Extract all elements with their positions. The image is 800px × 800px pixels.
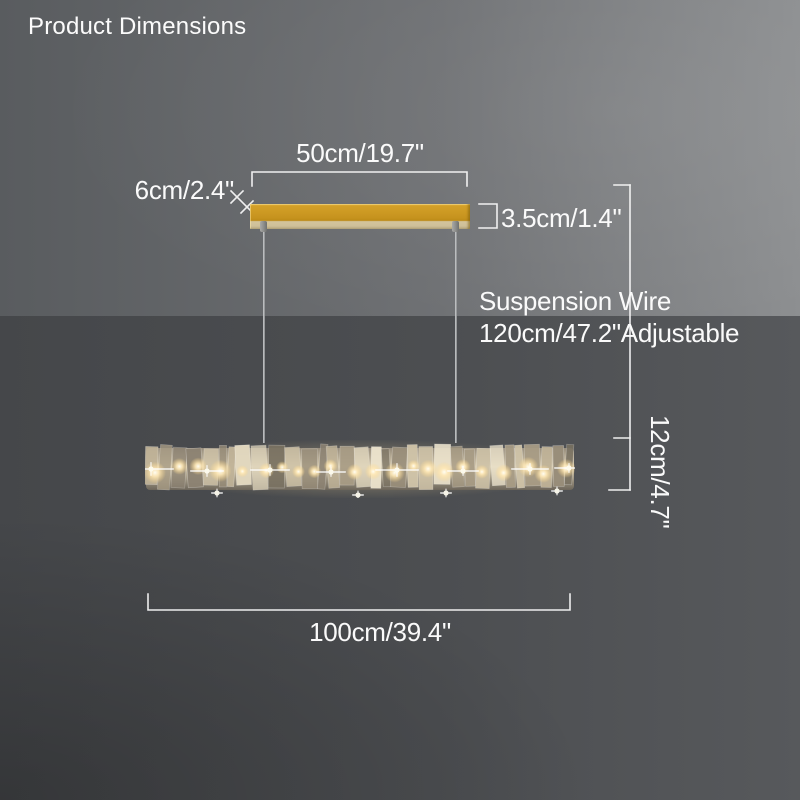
right-wire-connector [452,221,459,232]
page-title: Product Dimensions [28,13,247,40]
floor-background [0,316,800,800]
canopy-depth-label: 6cm/2.4" [134,175,235,205]
left-wire-connector [260,221,267,232]
crystal-chandelier [145,440,575,498]
left-suspension-wire [263,232,265,443]
suspension-wire-label: Suspension Wire 120cm/47.2"Adjustable [479,285,740,349]
suspension-dimension-line [608,184,631,491]
wall-background [0,0,800,316]
fixture-height-label: 12cm/4.7" [645,415,675,529]
fixture-width-label: 100cm/39.4" [309,617,451,647]
crystal-lights [145,456,575,498]
canopy-width-dimension-line [251,171,468,187]
canopy-height-label: 3.5cm/1.4" [501,203,622,233]
suspension-wire-label-line1: Suspension Wire [479,286,672,316]
canopy-depth-dimension-line [229,189,255,215]
canopy-height-dimension-line [478,203,498,229]
right-suspension-wire [455,232,457,443]
crystal-tiles [145,443,575,491]
suspension-wire-label-line2: 120cm/47.2"Adjustable [479,318,740,348]
fixture-width-dimension-line [147,593,571,611]
canopy-width-label: 50cm/19.7" [296,138,424,168]
ceiling-canopy-bar [250,204,470,229]
